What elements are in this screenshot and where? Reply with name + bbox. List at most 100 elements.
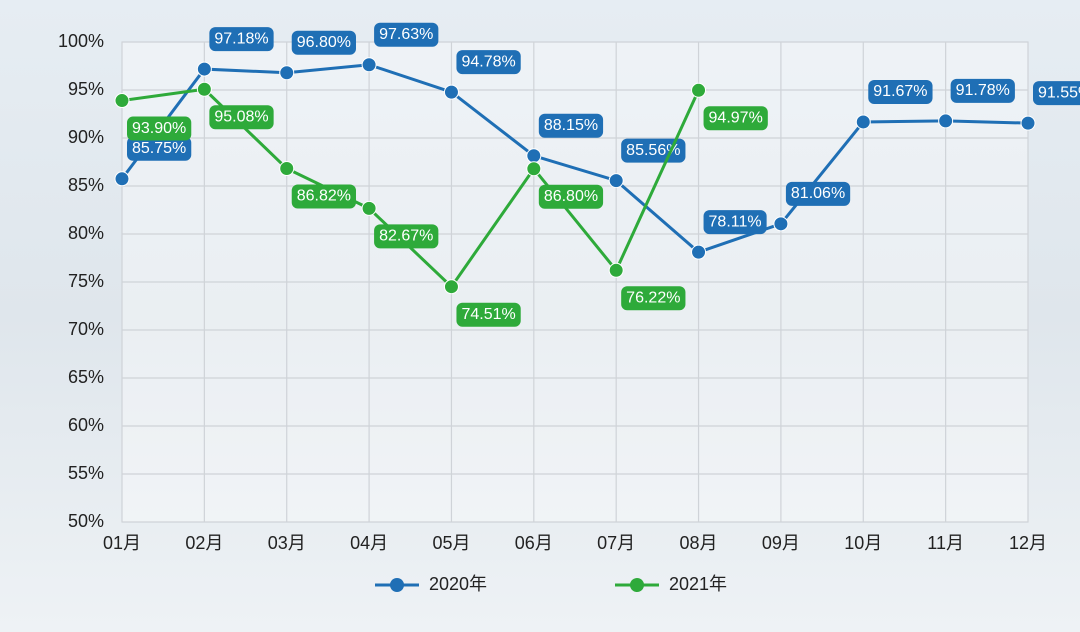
value-label-box — [456, 50, 521, 75]
data-point — [1020, 115, 1036, 131]
data-point — [361, 200, 377, 216]
value-label-box — [703, 106, 768, 131]
value-label-group: 86.82% — [291, 184, 356, 209]
value-label: 95.08% — [214, 108, 268, 125]
x-tick-label: 05月 — [432, 533, 470, 553]
y-tick-label: 80% — [68, 223, 104, 243]
value-label-box — [374, 22, 439, 47]
data-point — [279, 65, 295, 81]
value-label-box — [456, 302, 521, 327]
data-point — [608, 262, 624, 278]
value-label: 94.78% — [461, 53, 515, 70]
value-label-group: 82.67% — [374, 224, 439, 249]
value-label-box — [538, 184, 604, 209]
value-label-box — [374, 224, 439, 249]
value-label-box — [868, 79, 933, 104]
value-label-group: 81.06% — [785, 181, 851, 206]
value-label: 88.15% — [544, 117, 598, 134]
y-tick-label: 50% — [68, 511, 104, 531]
value-label-group: 93.90% — [127, 116, 192, 141]
data-point — [196, 61, 212, 77]
value-label-box — [291, 30, 356, 55]
value-label-group: 95.08% — [209, 105, 274, 130]
y-tick-label: 90% — [68, 127, 104, 147]
value-label-group: 94.78% — [456, 50, 521, 75]
value-label-box — [291, 184, 356, 209]
value-label: 82.67% — [379, 228, 433, 245]
x-tick-label: 09月 — [762, 533, 800, 553]
value-label: 74.51% — [461, 306, 515, 323]
data-point — [279, 161, 295, 177]
value-label-box — [209, 105, 274, 130]
x-tick-label: 11月 — [927, 533, 964, 553]
x-tick-label: 04月 — [350, 533, 388, 553]
value-label-box — [127, 116, 192, 141]
y-tick-label: 60% — [68, 415, 104, 435]
value-label: 86.82% — [297, 188, 351, 205]
value-label-group: 96.80% — [291, 30, 356, 55]
series-line — [120, 63, 1029, 254]
data-point — [526, 161, 542, 177]
value-label-group: 78.11% — [703, 210, 767, 235]
value-label: 97.18% — [214, 30, 268, 47]
value-label: 85.56% — [626, 142, 680, 159]
value-label-group: 97.18% — [209, 27, 274, 52]
value-label-group: 88.15% — [538, 113, 604, 138]
legend-label: 2020年 — [429, 574, 487, 594]
value-label: 91.78% — [956, 82, 1010, 99]
value-label: 96.80% — [297, 34, 351, 51]
value-label: 91.67% — [873, 83, 927, 100]
value-label: 97.63% — [379, 26, 433, 43]
data-point — [691, 82, 707, 98]
data-point — [443, 279, 459, 295]
value-label: 91.55% — [1038, 84, 1080, 101]
x-tick-label: 02月 — [185, 533, 223, 553]
value-label-group: 91.78% — [950, 78, 1015, 103]
value-label-box — [209, 27, 274, 52]
value-label: 93.90% — [132, 120, 186, 137]
data-point — [361, 57, 377, 73]
value-label-box — [703, 210, 767, 235]
value-label-box — [1033, 81, 1080, 106]
value-label-group: 85.75% — [127, 136, 192, 161]
y-tick-label: 100% — [58, 31, 104, 51]
legend-marker — [630, 578, 644, 592]
value-label-group: 97.63% — [374, 22, 439, 47]
value-label: 78.11% — [709, 213, 762, 230]
data-point — [938, 113, 954, 129]
data-point — [526, 148, 542, 164]
x-tick-label: 10月 — [844, 533, 882, 553]
legend-marker — [390, 578, 404, 592]
value-label-group: 86.80% — [538, 184, 604, 209]
x-tick-label: 03月 — [268, 533, 306, 553]
value-label-group: 74.51% — [456, 302, 521, 327]
value-label-group: 91.55% — [1033, 81, 1080, 106]
legend-label: 2021年 — [669, 574, 727, 594]
x-tick-label: 01月 — [103, 533, 141, 553]
y-tick-label: 55% — [68, 463, 104, 483]
value-label-box — [538, 113, 604, 138]
y-tick-label: 75% — [68, 271, 104, 291]
data-point — [114, 171, 130, 187]
data-point — [196, 81, 212, 97]
value-label: 85.75% — [132, 140, 186, 157]
value-label-group: 94.97% — [703, 106, 768, 131]
y-tick-label: 85% — [68, 175, 104, 195]
value-label-box — [621, 286, 686, 311]
value-label-box — [950, 78, 1015, 103]
value-label-group: 76.22% — [621, 286, 686, 311]
data-point — [691, 244, 707, 260]
data-point — [855, 114, 871, 130]
data-point — [114, 93, 130, 109]
y-tick-label: 95% — [68, 79, 104, 99]
x-tick-label: 07月 — [597, 533, 635, 553]
value-label: 76.22% — [626, 290, 680, 307]
value-label: 81.06% — [791, 185, 845, 202]
data-point — [608, 173, 624, 189]
value-label-group: 91.67% — [868, 79, 933, 104]
value-label: 86.80% — [544, 188, 598, 205]
x-tick-label: 08月 — [680, 533, 718, 553]
y-tick-label: 65% — [68, 367, 104, 387]
